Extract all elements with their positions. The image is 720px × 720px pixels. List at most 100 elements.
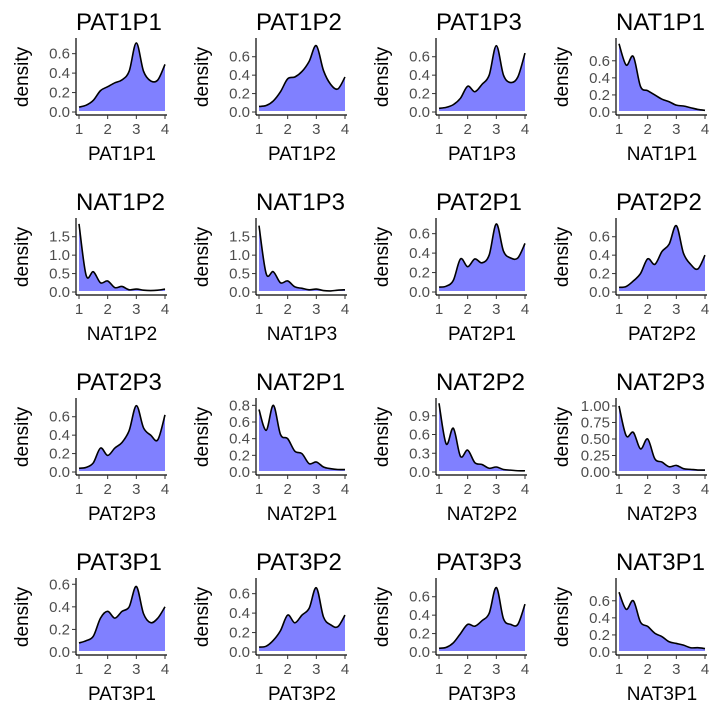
y-tick-label: 0.6	[409, 226, 430, 243]
x-tick-label: 1	[255, 661, 263, 678]
density-curve	[618, 405, 706, 471]
y-axis-label: density	[12, 226, 33, 287]
density-area	[259, 45, 345, 111]
panel-title: PAT2P1	[436, 189, 522, 216]
x-tick-label: 1	[75, 661, 83, 678]
x-tick-label: 4	[341, 481, 349, 498]
x-tick-label: 4	[521, 661, 529, 678]
y-tick-label: 0.4	[589, 70, 610, 87]
density-area	[79, 586, 165, 651]
y-tick-label: 1.0	[49, 247, 70, 264]
x-tick-label: 2	[283, 661, 291, 678]
y-tick-label: 0.6	[229, 414, 250, 431]
density-panel-pat3p3: 0.00.2 0.40.6 1 2 3 4 PAT3P3 PAT3P3 density	[372, 549, 529, 705]
x-tick-label: 3	[672, 661, 680, 678]
x-tick-label: 4	[521, 301, 529, 318]
y-tick-label: 0.8	[229, 397, 250, 414]
density-area	[439, 403, 525, 471]
panel-title: PAT3P3	[436, 549, 522, 576]
x-tick-label: 1	[615, 301, 623, 318]
density-panel-pat1p2: 0.00.2 0.40.6 1 2 3 4 PAT1P2 PAT1P2 density	[192, 9, 349, 165]
x-tick-label: 4	[701, 661, 709, 678]
x-tick-label: 2	[103, 121, 111, 138]
y-tick-label: 0.0	[49, 104, 70, 121]
y-tick-label: 0.4	[589, 247, 610, 264]
x-tick-label: 4	[701, 121, 709, 138]
y-tick-label: 0.0	[409, 644, 430, 661]
y-tick-label: 0.6	[229, 49, 250, 66]
y-tick-label: 0.0	[49, 284, 70, 301]
y-tick-label: 0.6	[409, 49, 430, 66]
x-tick-label: 1	[435, 481, 443, 498]
x-axis-label: NAT2P1	[267, 504, 337, 525]
panel-title: NAT2P1	[256, 369, 345, 396]
y-tick-label: 0.0	[589, 104, 610, 121]
density-area	[439, 587, 525, 651]
x-tick-label: 1	[435, 121, 443, 138]
y-tick-label: 0.4	[589, 610, 610, 627]
x-axis-label: PAT3P2	[268, 684, 336, 705]
x-tick-label: 2	[103, 301, 111, 318]
y-axis-label: density	[372, 46, 393, 107]
x-tick-label: 3	[492, 661, 500, 678]
panel-title: NAT1P3	[256, 189, 345, 216]
x-tick-label: 4	[341, 661, 349, 678]
y-tick-label: 0.2	[589, 87, 610, 104]
density-curve	[258, 404, 346, 471]
density-panel-pat3p1: 0.0 0.2 0.4 0.6 1 2 3 4 PAT3P1 PAT3P1 density	[12, 549, 169, 705]
x-tick-label: 1	[75, 121, 83, 138]
y-tick-label: 0.4	[229, 605, 250, 622]
x-axis-label: PAT1P2	[268, 144, 336, 165]
density-curve	[438, 223, 526, 288]
x-axis-label: PAT3P1	[88, 684, 156, 705]
x-tick-label: 4	[341, 121, 349, 138]
density-area	[259, 225, 345, 291]
y-axis-label: density	[552, 226, 573, 287]
x-tick-label: 2	[283, 121, 291, 138]
panel-title: NAT2P3	[616, 369, 705, 396]
density-curve	[78, 404, 166, 470]
y-tick-label: 0.2	[409, 626, 430, 643]
panel-title: NAT3P1	[616, 549, 705, 576]
x-tick-label: 1	[75, 301, 83, 318]
y-tick-label: 0.2	[409, 86, 430, 103]
x-tick-label: 3	[672, 121, 680, 138]
x-tick-label: 3	[312, 661, 320, 678]
x-tick-label: 1	[255, 481, 263, 498]
panel-title: NAT1P2	[76, 189, 165, 216]
y-tick-label: 0.4	[409, 245, 430, 262]
y-tick-label: 0.9	[409, 408, 430, 425]
y-axis-label: density	[192, 46, 213, 107]
y-tick-label: 0.00	[581, 464, 610, 481]
y-tick-label: 0.5	[229, 266, 250, 283]
x-tick-label: 1	[615, 661, 623, 678]
y-tick-label: 0.6	[589, 593, 610, 610]
y-tick-label: 0.6	[409, 589, 430, 606]
x-tick-label: 2	[643, 481, 651, 498]
x-tick-label: 1	[255, 121, 263, 138]
x-tick-label: 2	[643, 301, 651, 318]
x-tick-label: 1	[435, 661, 443, 678]
x-tick-label: 4	[161, 481, 169, 498]
density-curve	[438, 403, 526, 472]
y-tick-label: 0.25	[581, 447, 610, 464]
x-tick-label: 3	[492, 121, 500, 138]
x-tick-label: 3	[672, 481, 680, 498]
x-tick-label: 2	[463, 661, 471, 678]
x-tick-label: 4	[161, 301, 169, 318]
density-area	[619, 592, 705, 651]
panel-title: PAT1P3	[436, 9, 522, 36]
x-tick-label: 3	[312, 481, 320, 498]
y-tick-label: 0.0	[229, 104, 250, 121]
x-tick-label: 3	[672, 301, 680, 318]
density-panel-pat3p2: 0.0 0.2 0.4 0.6 1 2 3 4 PAT3P2 PAT3P2 density	[192, 549, 349, 705]
y-axis-label: density	[12, 406, 33, 467]
panel-title: PAT2P2	[616, 189, 702, 216]
density-curve	[258, 225, 346, 292]
